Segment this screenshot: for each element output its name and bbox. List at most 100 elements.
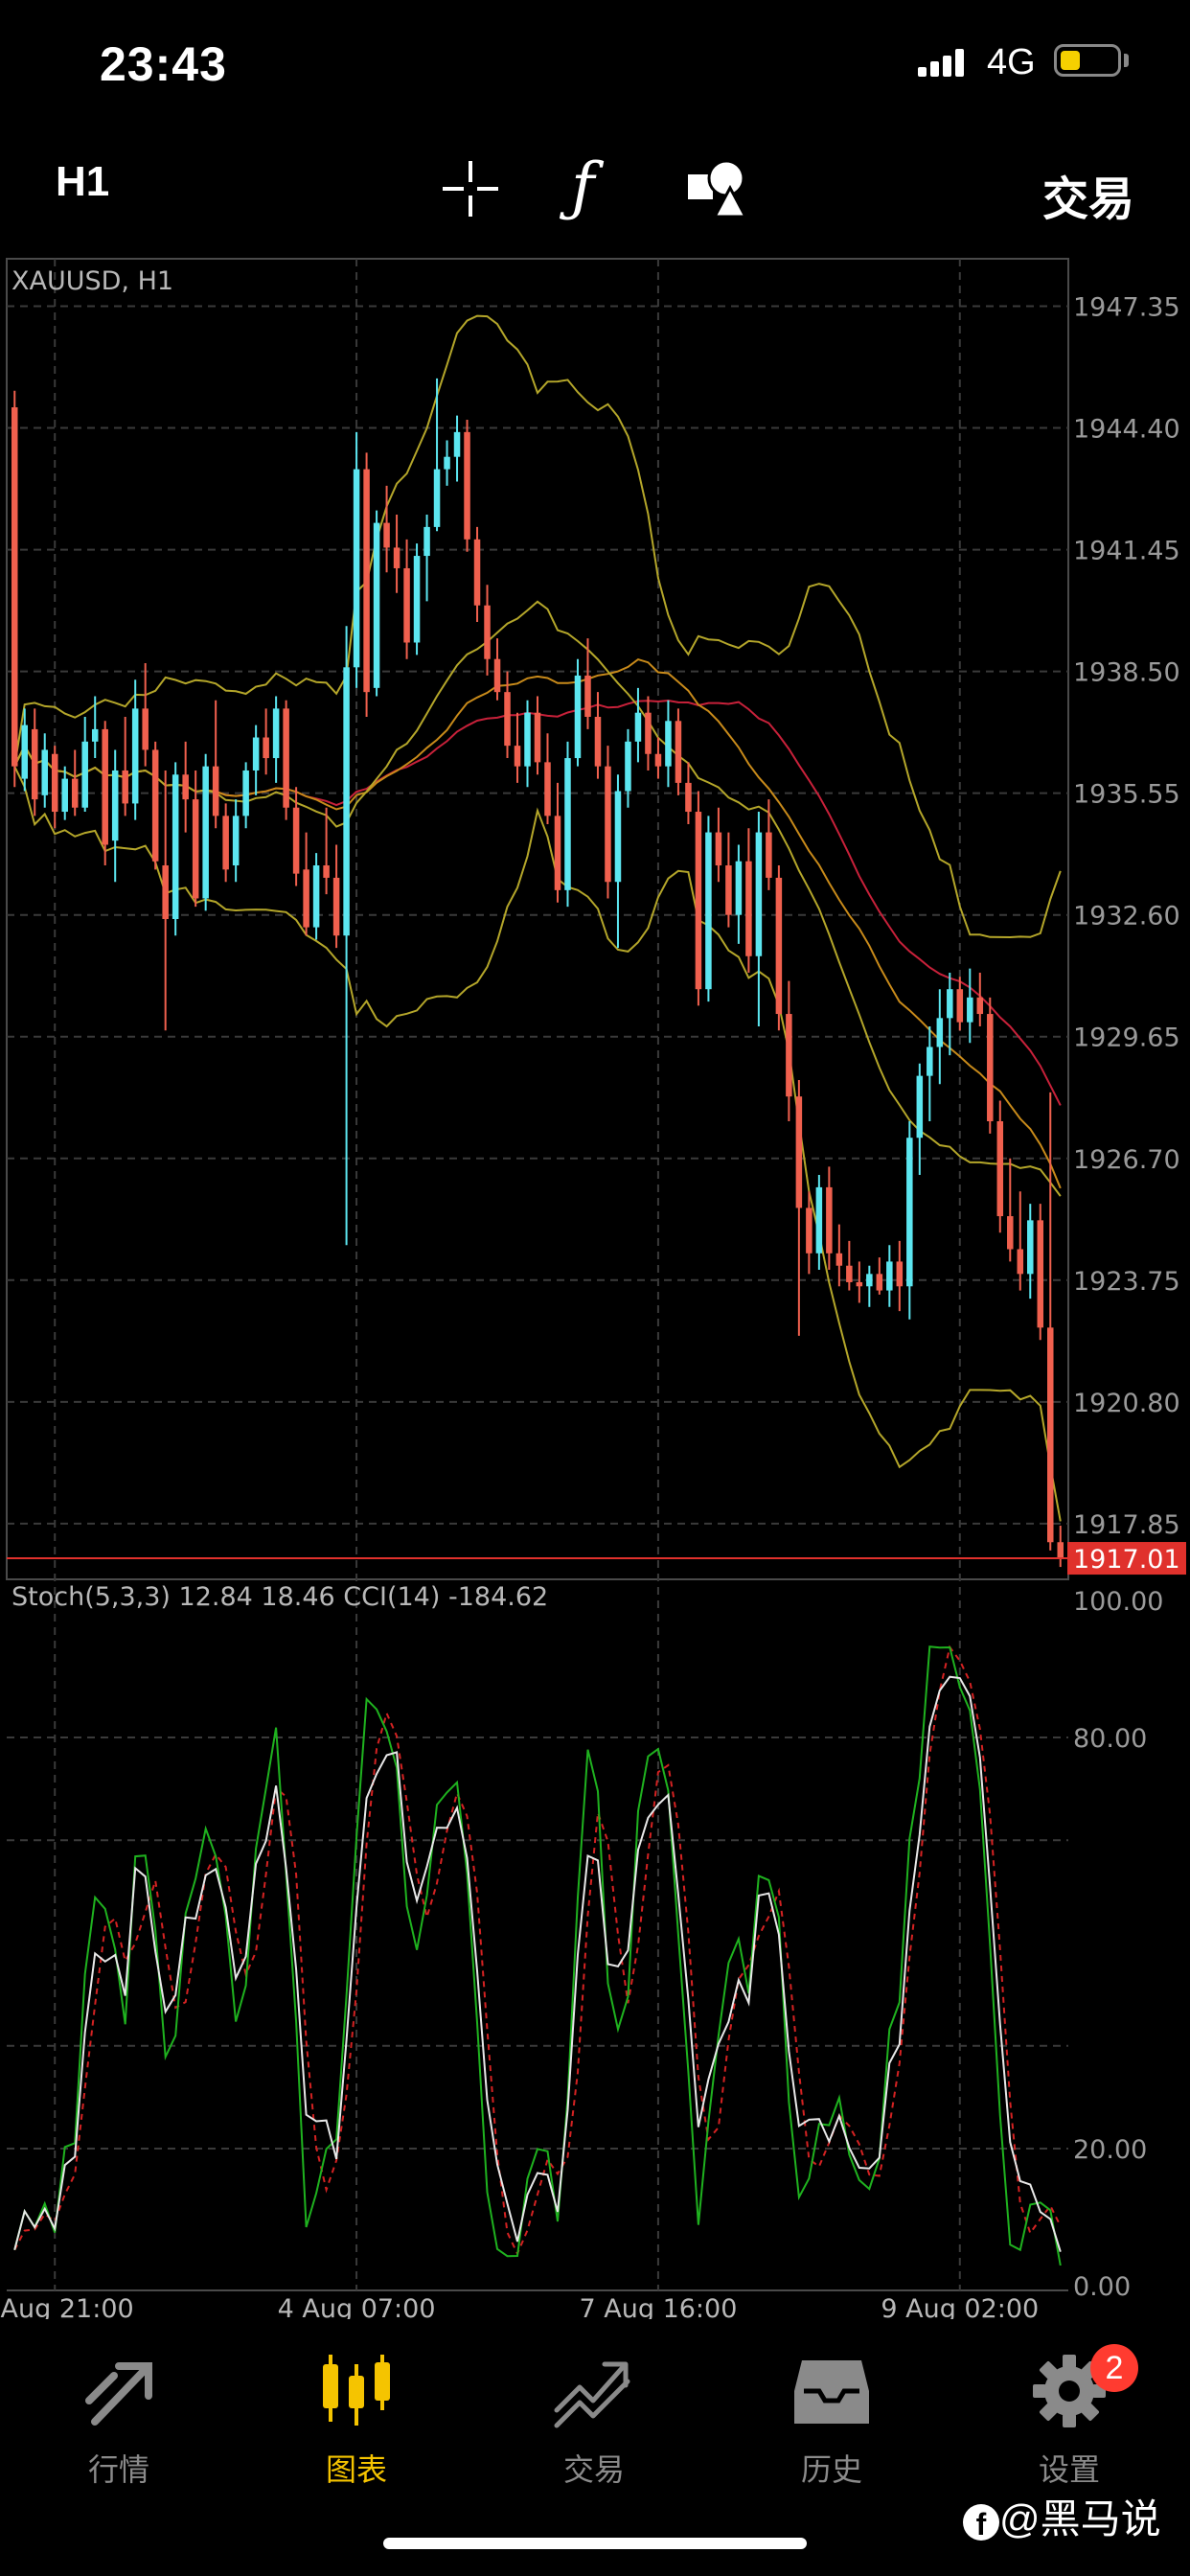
- candle[interactable]: [453, 415, 461, 482]
- candle[interactable]: [283, 700, 289, 820]
- nav-trade[interactable]: 交易: [517, 2353, 671, 2490]
- candle[interactable]: [826, 1166, 833, 1271]
- candle[interactable]: [212, 700, 219, 829]
- candle[interactable]: [182, 741, 189, 833]
- candle[interactable]: [122, 716, 128, 816]
- candle[interactable]: [766, 799, 772, 890]
- candle[interactable]: [514, 712, 521, 783]
- candle[interactable]: [1007, 1158, 1014, 1262]
- candle[interactable]: [504, 671, 511, 759]
- candle[interactable]: [312, 853, 320, 940]
- nav-settings[interactable]: 设置: [993, 2353, 1146, 2490]
- candle[interactable]: [554, 782, 561, 903]
- candle[interactable]: [524, 700, 531, 788]
- candle[interactable]: [947, 972, 953, 1056]
- candle[interactable]: [564, 741, 571, 908]
- candle[interactable]: [594, 692, 602, 779]
- candle[interactable]: [927, 1025, 933, 1122]
- candle[interactable]: [232, 799, 240, 883]
- candle[interactable]: [373, 510, 380, 697]
- candle[interactable]: [303, 832, 309, 936]
- function-icon[interactable]: ƒ: [571, 150, 595, 223]
- candle[interactable]: [976, 972, 984, 1026]
- candle[interactable]: [353, 431, 360, 688]
- candle[interactable]: [292, 787, 300, 886]
- candle[interactable]: [634, 687, 642, 763]
- trade-button[interactable]: 交易: [1042, 174, 1135, 225]
- candle[interactable]: [725, 832, 732, 928]
- candle[interactable]: [252, 724, 260, 795]
- candle[interactable]: [967, 968, 973, 1044]
- nav-history[interactable]: 历史: [755, 2353, 908, 2490]
- candle[interactable]: [735, 844, 743, 944]
- candle[interactable]: [332, 844, 340, 949]
- candle[interactable]: [61, 766, 68, 820]
- candle[interactable]: [21, 708, 28, 792]
- candle[interactable]: [685, 762, 692, 824]
- candle[interactable]: [343, 626, 350, 1246]
- candle[interactable]: [876, 1257, 883, 1295]
- candle[interactable]: [473, 526, 481, 622]
- candle[interactable]: [41, 733, 48, 808]
- candle[interactable]: [795, 1079, 803, 1336]
- candle[interactable]: [172, 762, 179, 936]
- candle[interactable]: [242, 762, 249, 829]
- candle[interactable]: [916, 1063, 924, 1175]
- candlestick-series[interactable]: [11, 378, 1064, 1568]
- candle[interactable]: [192, 770, 199, 908]
- candle[interactable]: [11, 390, 18, 788]
- candle[interactable]: [574, 658, 582, 767]
- candle[interactable]: [222, 803, 229, 883]
- candle[interactable]: [745, 828, 752, 973]
- candle[interactable]: [151, 741, 159, 870]
- nav-quotes[interactable]: 行情: [42, 2353, 195, 2490]
- candle[interactable]: [142, 663, 149, 767]
- candle[interactable]: [403, 539, 410, 659]
- candle[interactable]: [675, 708, 682, 795]
- candle[interactable]: [866, 1265, 873, 1307]
- candle[interactable]: [755, 812, 763, 1026]
- candle[interactable]: [645, 696, 652, 770]
- candle[interactable]: [272, 696, 280, 783]
- candle[interactable]: [956, 977, 964, 1031]
- candle[interactable]: [493, 638, 501, 701]
- candle[interactable]: [605, 746, 611, 899]
- candle[interactable]: [1047, 1092, 1054, 1551]
- candle[interactable]: [202, 753, 209, 911]
- candle[interactable]: [91, 696, 99, 759]
- candle[interactable]: [464, 419, 470, 552]
- candle[interactable]: [835, 1224, 843, 1287]
- candle[interactable]: [886, 1245, 893, 1307]
- candle[interactable]: [71, 749, 79, 816]
- candle[interactable]: [815, 1174, 823, 1271]
- timeframe-button[interactable]: H1: [56, 158, 110, 205]
- candle[interactable]: [584, 638, 591, 729]
- candle[interactable]: [102, 721, 108, 866]
- candle[interactable]: [162, 770, 169, 1031]
- candle[interactable]: [1057, 1526, 1064, 1568]
- candle[interactable]: [81, 716, 88, 813]
- candle[interactable]: [996, 1100, 1004, 1233]
- candle[interactable]: [654, 737, 662, 779]
- candle[interactable]: [806, 1191, 812, 1275]
- chart-area[interactable]: 1947.35 1944.40 1941.45 1938.50 1935.55 1932.…: [0, 249, 1190, 2319]
- candle[interactable]: [534, 696, 541, 775]
- candle[interactable]: [413, 543, 421, 656]
- candle[interactable]: [444, 440, 450, 486]
- candle[interactable]: [856, 1261, 863, 1303]
- candle[interactable]: [31, 708, 38, 816]
- candle[interactable]: [263, 708, 269, 775]
- candle[interactable]: [51, 746, 58, 829]
- objects-icon[interactable]: [686, 157, 747, 218]
- candle[interactable]: [987, 997, 994, 1134]
- candle[interactable]: [111, 749, 119, 883]
- candle[interactable]: [786, 980, 792, 1122]
- candle[interactable]: [705, 816, 712, 1002]
- candle[interactable]: [614, 774, 622, 949]
- candle[interactable]: [131, 679, 139, 820]
- candle[interactable]: [363, 452, 370, 717]
- candle[interactable]: [695, 791, 702, 1006]
- candle[interactable]: [544, 733, 551, 824]
- candle[interactable]: [846, 1240, 853, 1291]
- candle[interactable]: [423, 514, 430, 602]
